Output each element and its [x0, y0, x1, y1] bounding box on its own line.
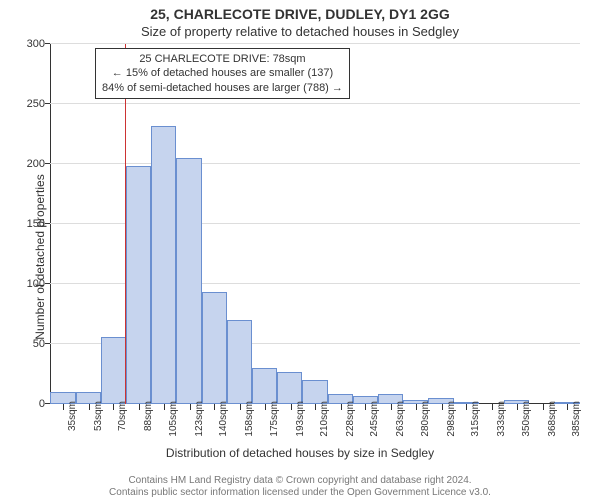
histogram-bar: [126, 166, 151, 404]
gridline: [50, 103, 580, 104]
histogram-bar: [176, 158, 201, 404]
y-tick-label: 0: [5, 398, 45, 410]
x-tick-mark: [291, 404, 292, 410]
info-box-line: ← 15% of detached houses are smaller (13…: [102, 66, 343, 80]
y-tick-mark: [45, 223, 50, 224]
x-tick-label: 333sqm: [496, 401, 507, 437]
x-tick-mark: [543, 404, 544, 410]
histogram-bar: [151, 126, 176, 404]
x-tick-label: 263sqm: [395, 401, 406, 437]
x-tick-mark: [341, 404, 342, 410]
x-tick-mark: [240, 404, 241, 410]
y-tick-mark: [45, 283, 50, 284]
y-tick-label: 150: [5, 218, 45, 230]
info-box-line: 25 CHARLECOTE DRIVE: 78sqm: [102, 52, 343, 66]
x-tick-mark: [391, 404, 392, 410]
x-tick-mark: [164, 404, 165, 410]
x-tick-mark: [567, 404, 568, 410]
x-axis-label: Distribution of detached houses by size …: [0, 446, 600, 460]
x-tick-label: 123sqm: [194, 401, 205, 437]
x-tick-label: 245sqm: [369, 401, 380, 437]
y-tick-label: 50: [5, 338, 45, 350]
x-tick-label: 210sqm: [319, 401, 330, 437]
histogram-bar: [227, 320, 252, 404]
y-tick-mark: [45, 343, 50, 344]
histogram-bar: [252, 368, 277, 404]
x-tick-label: 280sqm: [420, 401, 431, 437]
info-box: 25 CHARLECOTE DRIVE: 78sqm← 15% of detac…: [95, 48, 350, 99]
y-tick-label: 100: [5, 278, 45, 290]
x-tick-label: 298sqm: [446, 401, 457, 437]
x-tick-label: 175sqm: [269, 401, 280, 437]
histogram-bar: [101, 337, 126, 404]
x-tick-mark: [63, 404, 64, 410]
x-tick-label: 228sqm: [345, 401, 356, 437]
credit-line-1: Contains HM Land Registry data © Crown c…: [0, 475, 600, 486]
x-tick-mark: [139, 404, 140, 410]
y-tick-mark: [45, 43, 50, 44]
x-tick-label: 193sqm: [295, 401, 306, 437]
x-tick-label: 105sqm: [168, 401, 179, 437]
histogram-bar: [202, 292, 227, 404]
histogram-bar: [277, 372, 302, 404]
x-tick-label: 385sqm: [571, 401, 582, 437]
chart-title: 25, CHARLECOTE DRIVE, DUDLEY, DY1 2GG: [0, 6, 600, 22]
x-tick-mark: [113, 404, 114, 410]
x-tick-mark: [466, 404, 467, 410]
y-tick-label: 300: [5, 38, 45, 50]
x-tick-label: 70sqm: [117, 401, 128, 431]
y-tick-mark: [45, 103, 50, 104]
info-box-line: 84% of semi-detached houses are larger (…: [102, 81, 343, 95]
x-tick-label: 350sqm: [521, 401, 532, 437]
x-tick-mark: [214, 404, 215, 410]
y-tick-label: 250: [5, 98, 45, 110]
x-tick-mark: [517, 404, 518, 410]
y-axis-label: Number of detached properties: [33, 157, 47, 357]
y-axis-line: [50, 44, 51, 404]
gridline: [50, 163, 580, 164]
x-tick-mark: [442, 404, 443, 410]
x-tick-label: 88sqm: [143, 401, 154, 431]
x-tick-mark: [190, 404, 191, 410]
x-tick-mark: [315, 404, 316, 410]
y-tick-label: 200: [5, 158, 45, 170]
x-tick-mark: [492, 404, 493, 410]
x-tick-label: 315sqm: [470, 401, 481, 437]
credit-line-2: Contains public sector information licen…: [0, 487, 600, 498]
x-tick-label: 368sqm: [547, 401, 558, 437]
x-tick-mark: [416, 404, 417, 410]
x-tick-mark: [89, 404, 90, 410]
x-tick-label: 53sqm: [93, 401, 104, 431]
x-tick-mark: [265, 404, 266, 410]
y-tick-mark: [45, 163, 50, 164]
chart-container: 25, CHARLECOTE DRIVE, DUDLEY, DY1 2GG Si…: [0, 0, 600, 500]
gridline: [50, 43, 580, 44]
x-tick-mark: [365, 404, 366, 410]
chart-subtitle: Size of property relative to detached ho…: [0, 24, 600, 39]
x-tick-label: 140sqm: [218, 401, 229, 437]
plot-area: 05010015020025030035sqm53sqm70sqm88sqm10…: [50, 44, 580, 404]
y-tick-mark: [45, 403, 50, 404]
x-tick-label: 35sqm: [67, 401, 78, 431]
x-tick-label: 158sqm: [244, 401, 255, 437]
